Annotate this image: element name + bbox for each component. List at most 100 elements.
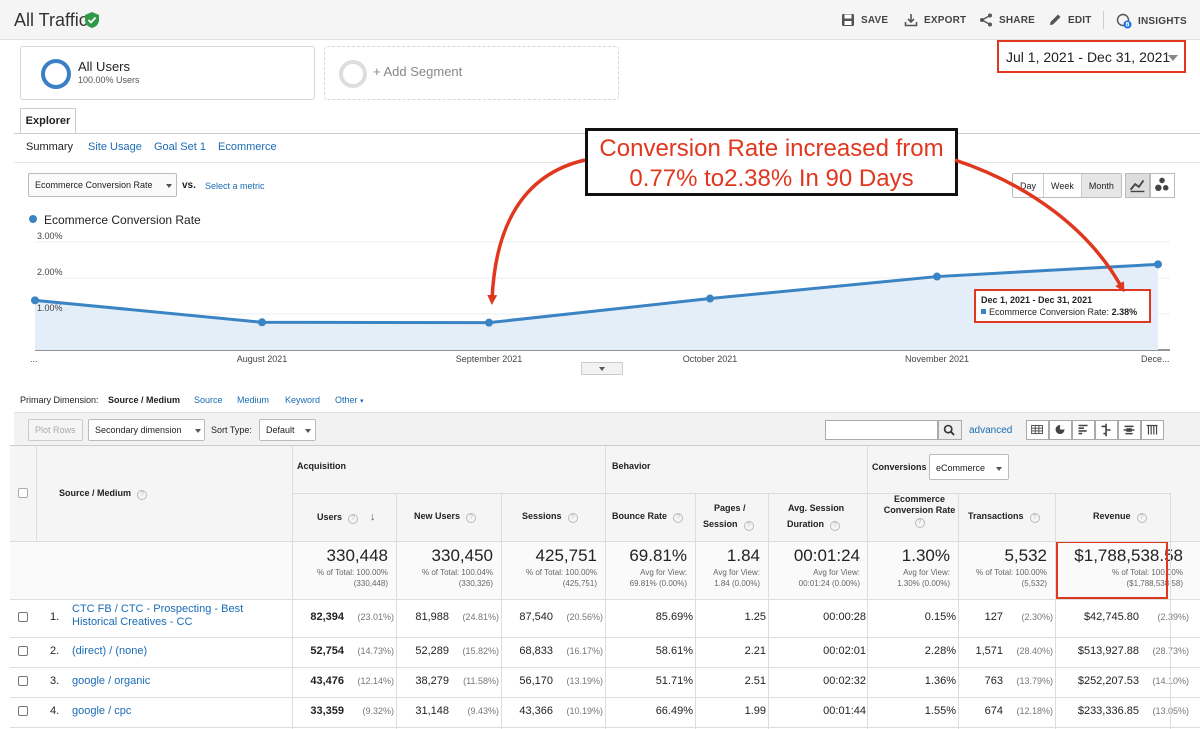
annotation-line-1: Conversion Rate increased from: [599, 135, 944, 162]
chevron-down-icon: ▾: [360, 398, 364, 405]
total-revenue-subtext: ($1,788,538.58): [1126, 579, 1184, 588]
granularity-month-button[interactable]: Month: [1081, 174, 1121, 197]
plot-rows-button[interactable]: Plot Rows: [28, 419, 83, 441]
line-chart-button[interactable]: [1125, 173, 1150, 198]
cell-value: 85.69%: [655, 611, 693, 623]
dimension-source-medium[interactable]: Source / Medium: [108, 395, 181, 405]
save-button[interactable]: SAVE: [841, 13, 888, 27]
total-users: 330,448: [326, 546, 388, 565]
share-button[interactable]: SHARE: [979, 13, 1035, 27]
pages-header-line-1: Pages /: [714, 503, 746, 513]
chart-collapse-handle[interactable]: [581, 362, 623, 375]
cell-percent: (24.81%): [462, 612, 499, 622]
pages-header-line-2: Session: [703, 519, 738, 529]
data-point[interactable]: [933, 272, 941, 281]
pencil-icon: [1050, 14, 1061, 25]
comparison-icon: [1101, 423, 1111, 437]
view-term-cloud-button[interactable]: [1118, 420, 1141, 440]
insights-button[interactable]: 8 INSIGHTS: [1116, 13, 1187, 29]
row-checkbox[interactable]: [18, 646, 28, 656]
column-header-avg-session-duration[interactable]: Avg. Session Duration?: [787, 500, 844, 532]
sort-type-select[interactable]: Default: [259, 419, 316, 441]
subtab-summary[interactable]: Summary: [26, 141, 74, 153]
cell-users: 82,394 (23.01%): [254, 611, 394, 623]
cell-percent: (14.73%): [357, 646, 394, 656]
metric-select[interactable]: Ecommerce Conversion Rate: [28, 173, 177, 197]
granularity-day-button[interactable]: Day: [1013, 174, 1045, 197]
cell-sessions: 68,833 (16.17%): [463, 645, 603, 657]
data-point[interactable]: [258, 318, 266, 327]
table-search-button[interactable]: [938, 420, 962, 440]
cell-new-users: 31,148 (9.43%): [359, 705, 499, 717]
column-header-transactions[interactable]: Transactions?: [968, 511, 1040, 523]
chevron-down-icon: [599, 367, 605, 371]
total-new-users-subtext: % of Total: 100.04%: [421, 568, 493, 577]
source-medium-link[interactable]: (direct) / (none): [72, 645, 147, 658]
chevron-down-icon: [1168, 55, 1178, 61]
view-data-table-button[interactable]: [1026, 420, 1049, 440]
row-checkbox[interactable]: [18, 706, 28, 716]
column-divider: [1170, 493, 1171, 729]
subtab-goal-set-1[interactable]: Goal Set 1: [154, 141, 206, 153]
select-all-checkbox[interactable]: [18, 488, 28, 498]
column-header-bounce-rate[interactable]: Bounce Rate?: [612, 511, 684, 523]
x-tick-label: August 2021: [237, 354, 288, 364]
select-metric-link[interactable]: Select a metric: [205, 181, 265, 191]
row-checkbox[interactable]: [18, 612, 28, 622]
export-button[interactable]: EXPORT: [904, 13, 966, 27]
annotation-callout: Conversion Rate increased from 0.77% to2…: [585, 128, 958, 196]
dimension-keyword[interactable]: Keyword: [285, 395, 321, 405]
row-checkbox[interactable]: [18, 676, 28, 686]
total-ecr-subtext: Avg for View:: [903, 568, 950, 577]
total-revenue-subtext: % of Total: 100.00%: [1111, 568, 1183, 577]
edit-button[interactable]: EDIT: [1048, 13, 1092, 27]
cell-bounce: 85.69%: [553, 611, 693, 623]
dimension-other[interactable]: Other ▾: [335, 395, 364, 405]
cell-percent: (2.30%): [1021, 612, 1053, 622]
column-header-new-users[interactable]: New Users?: [414, 511, 477, 523]
cell-ecr: 1.55%: [816, 705, 956, 717]
segment-all-users[interactable]: All Users 100.00% Users: [20, 46, 315, 100]
x-tick-label: November 2021: [905, 354, 969, 364]
add-segment-button[interactable]: + Add Segment: [324, 46, 619, 100]
secondary-dimension-select[interactable]: Secondary dimension: [88, 419, 205, 441]
tooltip-series-marker: [981, 309, 986, 314]
column-header-pages-session[interactable]: Pages / Session?: [703, 500, 754, 532]
cell-value: 43,366: [519, 705, 553, 717]
source-medium-link[interactable]: google / cpc: [72, 705, 131, 718]
source-medium-link[interactable]: CTC FB / CTC - Prospecting - Best Histori…: [72, 603, 243, 629]
view-comparison-button[interactable]: [1095, 420, 1118, 440]
column-header-revenue[interactable]: Revenue?: [1093, 511, 1147, 523]
subtab-ecommerce[interactable]: Ecommerce: [218, 141, 277, 153]
tab-explorer[interactable]: Explorer: [20, 108, 76, 134]
bounce-header-label: Bounce Rate: [612, 511, 668, 521]
source-medium-link[interactable]: google / organic: [72, 675, 150, 688]
vs-label: vs.: [182, 180, 196, 191]
view-pie-button[interactable]: [1049, 420, 1072, 440]
cell-value: $233,336.85: [1077, 705, 1139, 717]
column-header-source-medium[interactable]: Source / Medium?: [59, 488, 148, 500]
dimension-medium[interactable]: Medium: [237, 395, 270, 405]
data-point[interactable]: [706, 294, 714, 303]
cell-sessions: 87,540 (20.56%): [463, 611, 603, 623]
dimension-source[interactable]: Source: [194, 395, 223, 405]
data-point[interactable]: [485, 318, 493, 327]
conversions-type-select[interactable]: eCommerce: [929, 454, 1009, 480]
cell-value: 87,540: [519, 611, 553, 623]
source-medium-line-2: Historical Creatives - CC: [72, 616, 193, 628]
conversions-type-value: eCommerce: [936, 463, 986, 473]
total-bounce-subtext: Avg for View:: [640, 568, 687, 577]
data-point[interactable]: [31, 296, 39, 305]
advanced-filter-link[interactable]: advanced: [969, 425, 1013, 436]
column-header-users[interactable]: Users? ↓: [317, 511, 376, 524]
column-header-sessions[interactable]: Sessions?: [522, 511, 578, 523]
date-range-picker[interactable]: Jul 1, 2021 - Dec 31, 2021: [997, 40, 1186, 73]
column-header-ecommerce-conversion-rate[interactable]: Ecommerce Conversion Rate?: [872, 494, 967, 528]
granularity-week-button[interactable]: Week: [1044, 174, 1082, 197]
motion-chart-button[interactable]: [1150, 173, 1175, 198]
view-pivot-button[interactable]: [1141, 420, 1164, 440]
view-performance-button[interactable]: [1072, 420, 1095, 440]
data-point[interactable]: [1154, 260, 1162, 269]
subtab-site-usage[interactable]: Site Usage: [88, 141, 142, 153]
table-search-input[interactable]: [825, 420, 938, 440]
